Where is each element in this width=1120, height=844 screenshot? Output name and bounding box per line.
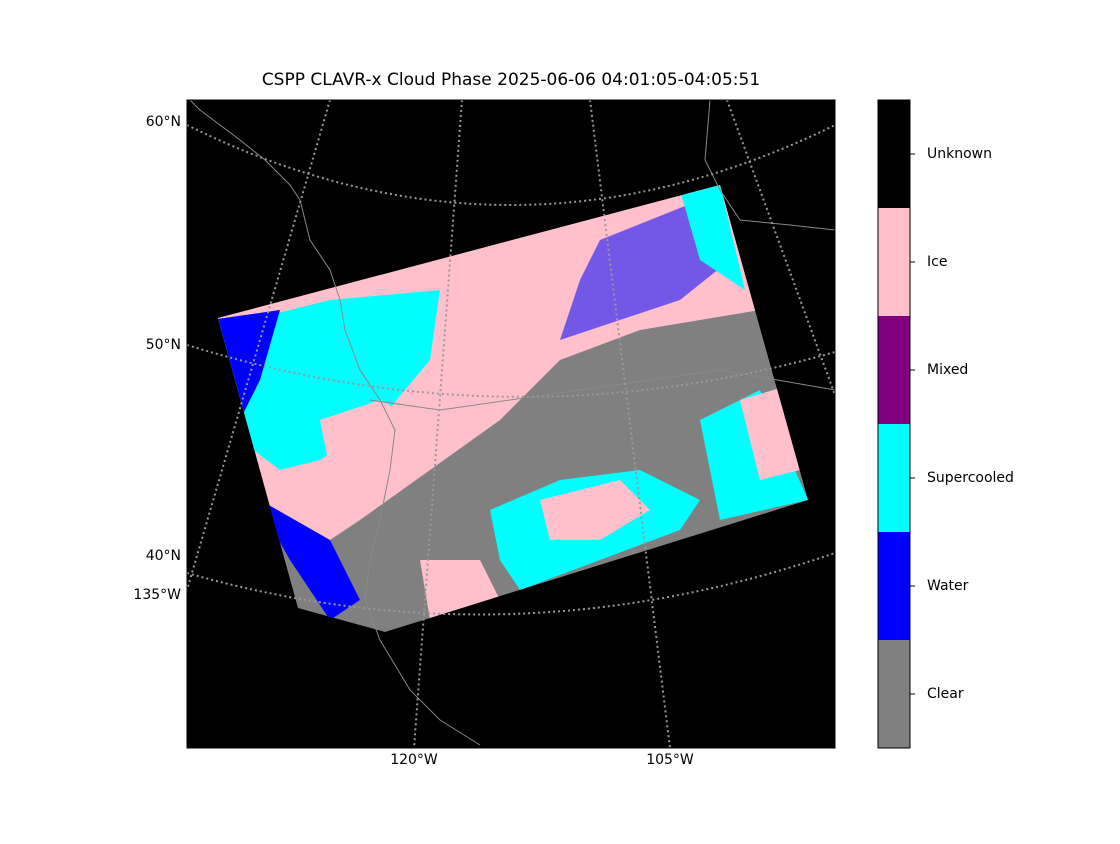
- colorbar-segment: [878, 208, 910, 316]
- colorbar-label: Mixed: [927, 362, 968, 378]
- colorbar-label: Unknown: [927, 146, 992, 162]
- colorbar-frame: [877, 99, 911, 749]
- lon-label: 120°W: [390, 752, 438, 768]
- colorbar-label: Clear: [927, 686, 964, 702]
- lat-label: 40°N: [146, 548, 181, 564]
- lon-label: 135°W: [133, 587, 181, 603]
- lat-label: 50°N: [146, 337, 181, 353]
- coastline: [189, 100, 481, 746]
- colorbar-segment: [878, 316, 910, 424]
- border: [369, 369, 835, 411]
- colorbar-label: Ice: [927, 254, 947, 270]
- title: CSPP CLAVR-x Cloud Phase 2025-06-06 04:0…: [262, 70, 760, 90]
- colorbar-label: Supercooled: [927, 470, 1014, 486]
- colorbar: Unknown Ice Mixed Supercooled Water Clear: [877, 99, 1014, 749]
- lon-label: 105°W: [646, 752, 694, 768]
- graticule: [187, 100, 835, 748]
- colorbar-label: Water: [927, 578, 969, 594]
- coastline: [704, 100, 835, 231]
- colorbar-segment: [878, 100, 910, 208]
- colorbar-segment: [878, 532, 910, 640]
- colorbar-segment: [878, 424, 910, 532]
- map: [187, 100, 835, 748]
- colorbar-segment: [878, 640, 910, 748]
- map-frame: [186, 99, 836, 749]
- lat-label: 60°N: [146, 114, 181, 130]
